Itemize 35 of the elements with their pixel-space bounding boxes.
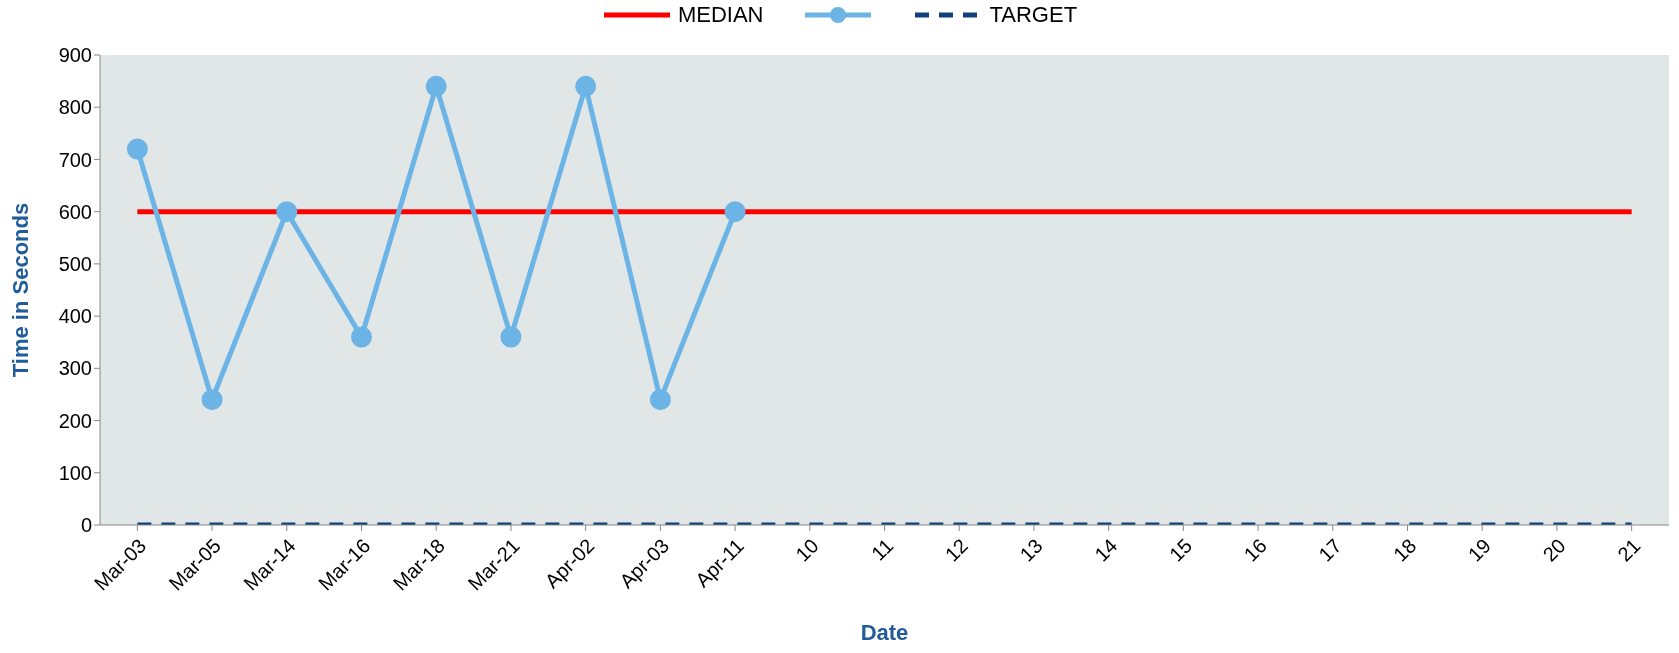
- y-axis-title: Time in Seconds: [7, 202, 33, 378]
- x-tick-label: 21: [1613, 534, 1645, 566]
- point: [276, 201, 298, 223]
- y-tick-label: 0: [80, 514, 92, 537]
- x-tick-label: 14: [1090, 534, 1122, 566]
- y-tick-label: 100: [58, 461, 92, 484]
- x-axis-title: Date: [860, 620, 909, 645]
- y-tick-label: 800: [58, 96, 92, 119]
- point: [500, 326, 522, 348]
- y-tick-label: 200: [58, 409, 92, 432]
- x-tick-label: 12: [940, 534, 973, 566]
- x-tick-label: 16: [1239, 534, 1271, 566]
- y-tick-label: 900: [58, 44, 92, 67]
- point: [351, 326, 372, 348]
- x-tick-label: 19: [1463, 534, 1496, 566]
- y-tick-label: 300: [58, 357, 92, 380]
- point: [649, 389, 671, 411]
- point: [575, 75, 597, 97]
- x-tick-label: 20: [1538, 534, 1570, 566]
- legend-label: TARGET: [989, 2, 1078, 28]
- x-tick-label: 11: [867, 534, 898, 565]
- x-tick-label: 10: [791, 534, 823, 566]
- y-tick-label: 700: [58, 148, 92, 171]
- y-tick-label: 600: [58, 200, 92, 223]
- point: [425, 75, 447, 97]
- y-tick-label: 500: [58, 252, 92, 275]
- x-tick-label: 17: [1314, 534, 1346, 566]
- point: [724, 201, 746, 223]
- x-tick-label: 13: [1015, 534, 1047, 566]
- legend-label: MEDIAN: [677, 2, 764, 28]
- point: [201, 389, 223, 411]
- point: [126, 138, 148, 160]
- x-tick-label: 15: [1164, 534, 1197, 566]
- y-tick-label: 400: [58, 305, 92, 328]
- x-tick-label: 18: [1389, 534, 1421, 566]
